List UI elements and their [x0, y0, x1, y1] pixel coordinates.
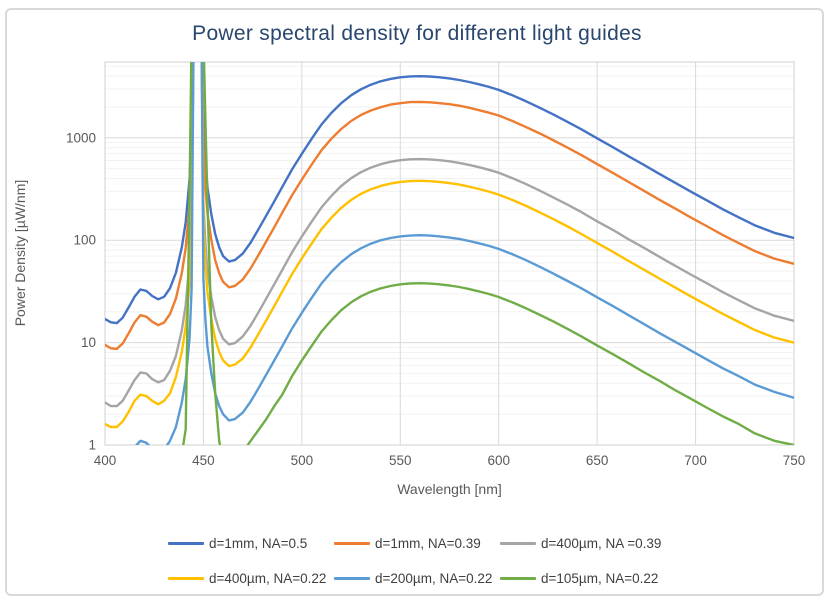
y-tick-label: 10	[81, 335, 96, 350]
legend-swatch-icon	[334, 542, 370, 545]
series-line	[105, 62, 794, 350]
y-tick-label: 100	[73, 233, 96, 248]
legend-swatch-icon	[168, 542, 204, 545]
x-tick-label: 700	[684, 453, 707, 468]
x-tick-label: 750	[783, 453, 806, 468]
legend-row-1: d=1mm, NA=0.5 d=1mm, NA=0.39 d=400µm, NA…	[0, 526, 834, 561]
legend-item: d=400µm, NA =0.39	[500, 536, 666, 551]
x-tick-label: 500	[291, 453, 314, 468]
legend-swatch-icon	[500, 542, 536, 545]
legend-label: d=1mm, NA=0.39	[375, 536, 481, 551]
legend-label: d=400µm, NA=0.22	[209, 571, 327, 586]
series-line	[134, 62, 794, 445]
y-tick-label: 1000	[66, 130, 96, 145]
series-line	[182, 62, 794, 445]
legend: d=1mm, NA=0.5 d=1mm, NA=0.39 d=400µm, NA…	[0, 526, 834, 596]
legend-item: d=105µm, NA=0.22	[500, 571, 666, 586]
x-tick-label: 450	[192, 453, 215, 468]
legend-swatch-icon	[168, 577, 204, 580]
legend-swatch-icon	[500, 577, 536, 580]
legend-label: d=1mm, NA=0.5	[209, 536, 308, 551]
x-tick-label: 400	[94, 453, 117, 468]
x-tick-label: 650	[586, 453, 609, 468]
legend-item: d=400µm, NA=0.22	[168, 571, 334, 586]
legend-row-2: d=400µm, NA=0.22 d=200µm, NA=0.22 d=105µ…	[0, 561, 834, 596]
legend-label: d=105µm, NA=0.22	[541, 571, 659, 586]
legend-item: d=1mm, NA=0.39	[334, 536, 500, 551]
x-tick-label: 600	[487, 453, 510, 468]
legend-label: d=200µm, NA=0.22	[375, 571, 493, 586]
y-axis-title: Power Density [µW/nm]	[12, 179, 28, 327]
legend-item: d=1mm, NA=0.5	[168, 536, 334, 551]
x-axis-title: Wavelength [nm]	[397, 481, 502, 497]
series-line	[105, 62, 794, 429]
series-line	[105, 62, 794, 408]
series-line	[105, 62, 794, 325]
chart-title: Power spectral density for different lig…	[192, 22, 642, 45]
chart-frame	[5, 8, 824, 596]
legend-item: d=200µm, NA=0.22	[334, 571, 500, 586]
legend-swatch-icon	[334, 577, 370, 580]
y-tick-label: 1	[88, 438, 96, 453]
x-tick-label: 550	[389, 453, 412, 468]
plot-border	[104, 61, 795, 446]
legend-label: d=400µm, NA =0.39	[541, 536, 662, 551]
